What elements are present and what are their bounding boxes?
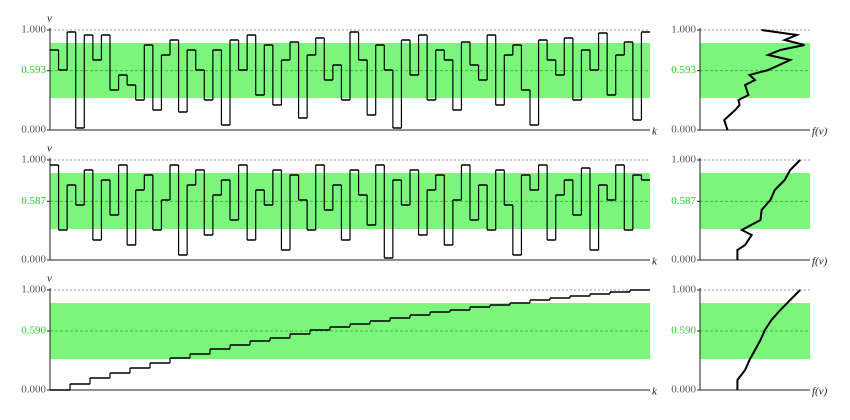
y-tick-label: 0.593: [21, 64, 46, 76]
step-riser: [57, 32, 643, 128]
y-tick-label: 0.587: [21, 195, 46, 207]
step-riser: [69, 290, 631, 390]
y-tick-label: 0.000: [21, 384, 46, 396]
x-axis-label: k: [652, 126, 658, 138]
y-axis-label: v: [47, 273, 52, 285]
y-tick-label: 0.593: [671, 64, 696, 76]
y-tick-label: 1.000: [671, 154, 696, 166]
y-tick-label: 1.000: [21, 24, 46, 36]
y-tick-label: 0.000: [671, 384, 696, 396]
y-tick-label: 1.000: [21, 284, 46, 296]
x-axis-label: f(v): [812, 126, 828, 138]
x-axis-label: k: [652, 256, 658, 268]
y-tick-label: 0.000: [21, 254, 46, 266]
density-line: [723, 29, 805, 131]
y-tick-label: 0.590: [671, 325, 696, 337]
x-axis-label: f(v): [812, 256, 828, 268]
y-tick-label: 0.590: [21, 325, 46, 337]
y-axis-label: v: [47, 13, 52, 25]
y-tick-label: 0.587: [671, 195, 696, 207]
y-tick-label: 0.000: [671, 124, 696, 136]
y-tick-label: 0.000: [671, 254, 696, 266]
density-line: [736, 289, 801, 390]
y-tick-label: 0.000: [21, 124, 46, 136]
density-line: [736, 159, 801, 260]
y-tick-label: 1.000: [671, 24, 696, 36]
y-tick-label: 1.000: [671, 284, 696, 296]
step-riser: [57, 165, 643, 258]
y-tick-label: 1.000: [21, 154, 46, 166]
y-axis-label: v: [47, 143, 52, 155]
x-axis-label: k: [652, 386, 658, 398]
x-axis-label: f(v): [812, 386, 828, 398]
